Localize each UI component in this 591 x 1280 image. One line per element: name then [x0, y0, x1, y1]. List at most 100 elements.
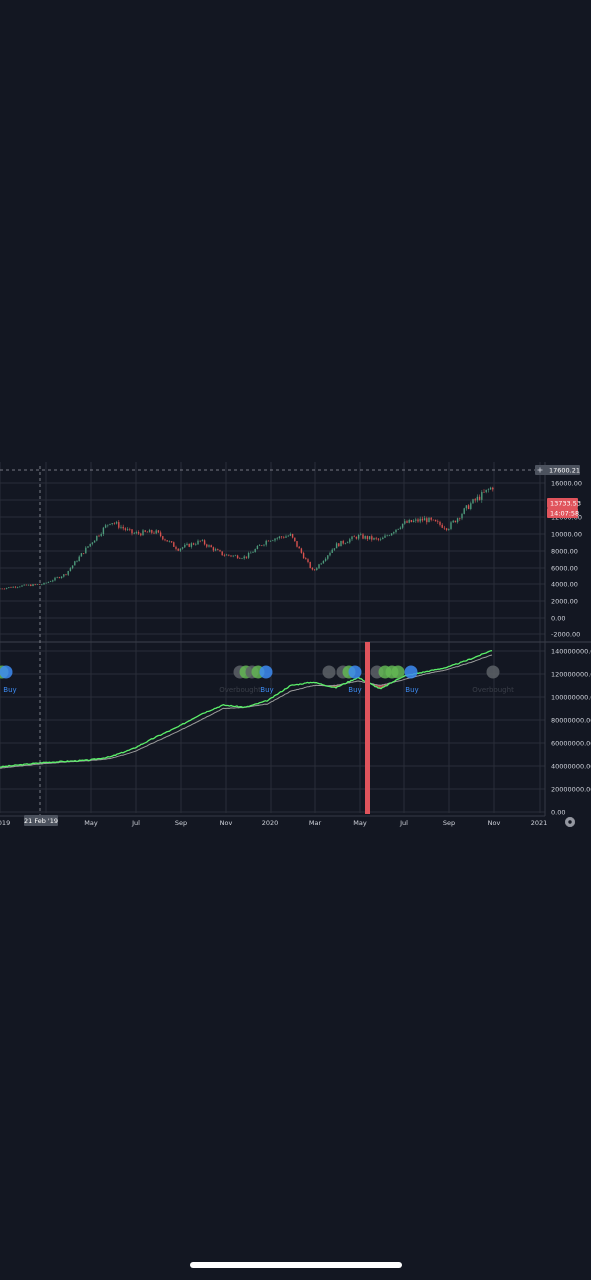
candle-body [313, 569, 316, 571]
candle-body [307, 559, 309, 563]
candle-body [322, 560, 325, 564]
candle-body [349, 539, 351, 543]
indicator-tick-label: 0.00 [551, 809, 565, 817]
candle-body [232, 555, 234, 557]
candle-body [184, 544, 186, 548]
candle-body [340, 540, 342, 547]
candle-body [254, 549, 256, 553]
candle-body [432, 519, 435, 521]
candle-body [111, 523, 113, 524]
candle-body [291, 533, 294, 538]
countdown-badge [547, 508, 578, 518]
candle-body [355, 536, 358, 539]
candle-body [100, 533, 102, 536]
candle-body [124, 528, 127, 530]
candle-body [296, 541, 298, 547]
indicator-negative-fill [330, 685, 333, 687]
crosshair-overlay: 17600.21 13733.53 14:07:58 21 Feb '19 [0, 465, 581, 826]
candle-body [67, 570, 69, 575]
candle-body [461, 513, 463, 519]
candle-body [181, 547, 184, 549]
candle-body [199, 540, 201, 542]
candle-body [346, 542, 349, 544]
candle-body [87, 546, 89, 548]
candle-body [25, 584, 28, 586]
plus-icon [537, 467, 543, 473]
candle-body [21, 585, 23, 587]
candle-body [10, 587, 12, 588]
candle-body [302, 552, 305, 559]
candle-body [166, 540, 168, 542]
chart-area[interactable]: Buy Buy Buy Buy Overbought Overbought 16000.0… [0, 462, 591, 832]
candle-body [144, 530, 146, 532]
candle-body [78, 556, 80, 562]
candle-body [148, 530, 151, 533]
signal-dot [0, 665, 13, 679]
candle-body [399, 527, 402, 529]
price-tick-label: 4000.00 [551, 581, 578, 589]
candle-body [467, 505, 470, 509]
candle-body [423, 518, 426, 521]
last-price-badge [547, 498, 578, 508]
candle-body [388, 535, 391, 537]
candle-body [470, 503, 472, 509]
candle-body [276, 537, 278, 539]
axis-labels: 16000.0012000.0010000.008000.006000.0040… [0, 480, 591, 827]
candle-body [43, 582, 45, 585]
candle-body [157, 530, 160, 533]
overbought-signal-label: Overbought [472, 686, 514, 694]
candle-body [36, 584, 39, 585]
candle-body [109, 523, 111, 525]
candle-body [459, 518, 461, 519]
candle-body [47, 581, 50, 583]
time-tick-label: Sep [443, 819, 455, 827]
price-tick-label: 10000.00 [551, 531, 582, 539]
time-tick-label: 2021 [531, 819, 548, 827]
indicator-tick-label: 140000000.00 [551, 648, 591, 656]
candle-body [483, 492, 485, 493]
candle-body [445, 528, 448, 530]
candle-body [82, 553, 85, 554]
home-indicator[interactable] [190, 1262, 402, 1268]
candle-body [421, 518, 424, 521]
candle-body [393, 532, 395, 534]
candle-body [27, 584, 30, 586]
indicator-negative-fill [375, 684, 378, 687]
candle-body [115, 522, 118, 524]
candle-body [463, 508, 465, 514]
candle-body [448, 528, 450, 530]
candle-body [140, 533, 142, 536]
candle-body [243, 556, 245, 559]
candle-body [441, 524, 443, 528]
candle-body [34, 584, 36, 585]
candle-body [177, 548, 179, 551]
candle-body [272, 540, 274, 542]
indicator-negative-fill [386, 683, 388, 686]
candle-body [261, 545, 263, 546]
candle-body [60, 576, 63, 579]
candle-body [481, 492, 483, 500]
candle-body [366, 536, 369, 540]
candle-body [122, 526, 124, 529]
candle-body [188, 543, 190, 547]
gear-icon[interactable] [565, 817, 575, 827]
candle-body [175, 546, 177, 549]
overbought-signal-label: Overbought [219, 686, 261, 694]
candle-body [327, 555, 329, 559]
candle-body [278, 536, 281, 538]
candle-body [390, 533, 393, 536]
candle-body [192, 543, 195, 545]
indicator-negative-fill [383, 684, 385, 687]
indicator-negative-fill [335, 685, 337, 688]
indicator-tick-label: 80000000.00 [551, 717, 591, 725]
candle-body [252, 552, 254, 553]
indicator-negative-fill [380, 685, 382, 689]
candle-body [208, 545, 210, 547]
price-tick-label: 0.00 [551, 615, 565, 623]
candle-body [135, 532, 138, 534]
candle-body [89, 543, 91, 547]
candle-body [300, 548, 303, 553]
buy-signal-label: Buy [3, 686, 16, 694]
